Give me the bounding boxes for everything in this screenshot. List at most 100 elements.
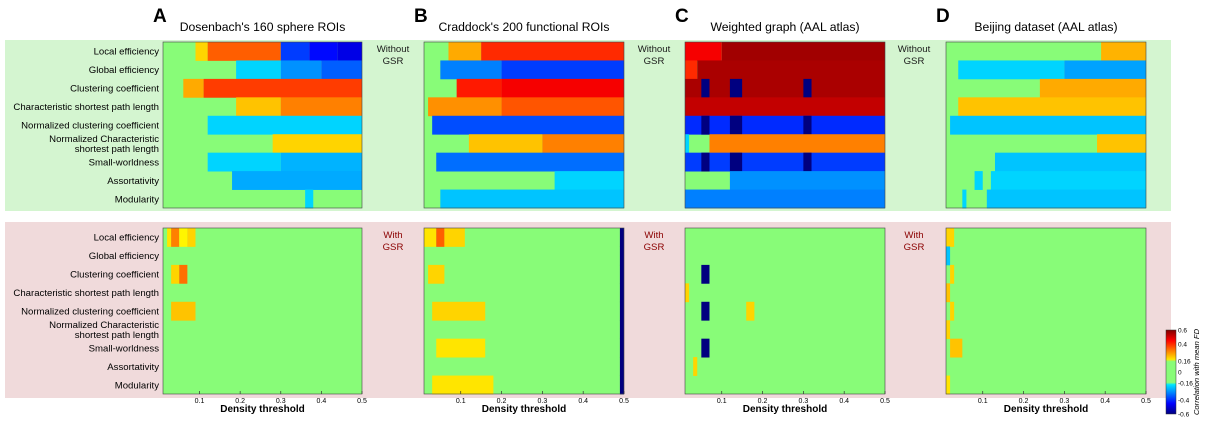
heatmap-cell [990,171,1146,190]
x-tick-label: 0.1 [195,398,205,405]
heatmap-cell [946,320,951,340]
row-label: Characteristic shortest path length [13,102,159,113]
heatmap-cell [436,228,445,247]
heatmap-cell [440,189,624,209]
heatmap-cell [701,264,710,284]
panel-title: Dosenbach's 160 sphere ROIs [180,20,346,34]
x-axis-label: Density threshold [220,404,304,415]
panel-letter: A [153,6,167,27]
x-tick-label: 0.5 [357,398,367,405]
x-tick-label: 0.5 [1141,398,1151,405]
row-label: Clustering coefficient [70,84,159,95]
heatmap-cell [729,78,743,98]
row-label: Global efficiency [89,65,159,76]
heatmap-cell [309,42,338,61]
heatmap-cell [729,152,743,172]
x-tick-label: 0.4 [578,398,588,405]
row-label: Normalized Characteristic [49,134,159,145]
row-label: Characteristic shortest path length [13,288,159,299]
heatmap-cell [950,338,963,358]
row-label: Local efficiency [94,47,160,58]
heatmap-cell [685,78,885,98]
heatmap-background [163,228,362,394]
heatmap-cell [436,338,486,358]
x-tick-label: 0.3 [1060,398,1070,405]
colorbar-tick-label: -0.16 [1178,381,1193,388]
heatmap-cell [468,134,543,154]
heatmap-cell [946,375,951,395]
row-label: Assortativity [107,176,159,187]
x-tick-label: 0.1 [456,398,466,405]
heatmap-cell [950,264,955,284]
row-label: shortest path length [75,330,159,341]
row-label: Modularity [115,380,159,391]
heatmap-cell [729,171,885,190]
panel-title: Weighted graph (AAL atlas) [710,20,859,34]
heatmap-cell [183,78,204,98]
heatmap-cell [958,60,1065,80]
heatmap-cell [746,301,755,321]
row-label: Global efficiency [89,251,159,262]
x-tick-label: 0.2 [235,398,245,405]
heatmap-cell [456,78,502,98]
heatmap-cell [701,152,710,172]
heatmap-cell [554,171,624,190]
heatmap-cell [803,115,812,135]
heatmap-cell [685,42,722,61]
heatmap-cell [685,152,885,172]
x-axis-label: Density threshold [1004,404,1088,415]
heatmap-cell [444,228,465,247]
heatmap-cell [195,42,208,61]
heatmap-cell [619,246,624,266]
heatmap-cell [729,115,743,135]
heatmap-cell [701,115,710,135]
heatmap-cell [305,189,314,209]
heatmap-cell [701,78,710,98]
without-gsr-label: GSR [383,56,404,67]
heatmap-cell [171,228,180,247]
row-label: Local efficiency [94,233,160,244]
heatmap-cell [685,134,690,154]
heatmap-cell [1097,134,1146,154]
heatmap-cell [481,42,624,61]
heatmap-cell [236,97,281,117]
heatmap-cell [232,171,362,190]
colorbar-tick-label: 0.16 [1178,358,1191,365]
heatmap-cell [619,301,624,321]
heatmap-frame [162,41,363,209]
heatmap-cell [280,97,362,117]
row-label: Small-worldness [89,343,160,354]
heatmap-cell [697,60,885,80]
without-gsr-label: Without [377,44,410,55]
heatmap-frame [684,41,886,209]
heatmap-cell [428,97,502,117]
without-gsr-label: Without [898,44,931,55]
heatmap-cell [280,42,310,61]
row-label: Normalized clustering coefficient [21,121,159,132]
heatmap-cell [946,228,955,247]
row-label: Normalized Characteristic [49,320,159,331]
without-gsr-label: GSR [904,56,925,67]
heatmap-cell [1039,78,1146,98]
heatmap-cell [685,97,885,117]
colorbar-label: Correlation with mean FD [1192,328,1201,415]
heatmap-cell [701,338,710,358]
x-tick-label: 0.3 [799,398,809,405]
heatmap-cell [501,78,624,98]
heatmap-cell [950,301,955,321]
row-label: Modularity [115,194,159,205]
heatmap-frame [684,227,886,395]
with-gsr-label: GSR [904,242,925,253]
heatmap-cell [946,246,951,266]
heatmap-cell [1064,60,1146,80]
heatmap-cell [203,78,362,98]
without-gsr-label: Without [638,44,671,55]
heatmap-cell [709,134,885,154]
panel-letter: D [936,6,950,27]
heatmap-cell [619,264,624,284]
row-label: Normalized clustering coefficient [21,307,159,318]
x-tick-label: 0.2 [497,398,507,405]
heatmap-cell [619,375,624,395]
heatmap-cell [803,152,812,172]
heatmap-background [685,228,885,394]
